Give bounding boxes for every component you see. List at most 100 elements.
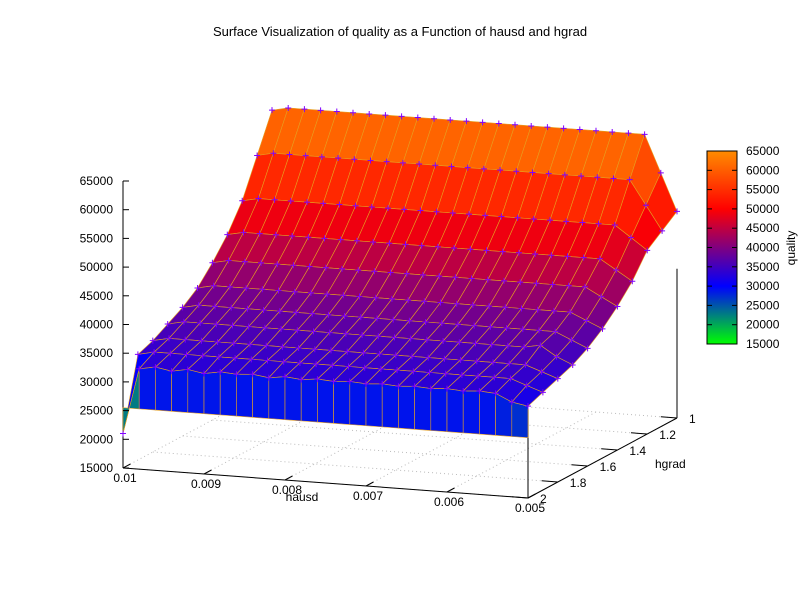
data-point: [613, 267, 620, 274]
data-point: [339, 265, 345, 272]
y-tick-label: 2: [540, 492, 547, 506]
data-point: [386, 240, 393, 247]
y-tick-label: 1.2: [659, 428, 676, 442]
data-point: [314, 376, 321, 383]
data-point: [270, 150, 277, 157]
data-point: [241, 258, 248, 265]
chart-title: Surface Visualization of quality as a Fu…: [213, 24, 587, 39]
surface-wall-facet: [446, 388, 464, 434]
data-point: [533, 280, 540, 287]
data-point: [330, 378, 337, 385]
data-point: [514, 214, 521, 221]
data-point: [357, 314, 364, 321]
data-point: [568, 336, 575, 343]
data-point: [503, 324, 510, 331]
data-point: [512, 121, 518, 128]
y-axis-ticks: 1 1.2 1.4 1.6 1.8 2: [511, 412, 696, 506]
data-point: [335, 155, 342, 162]
colorbar-tick-label: 20000: [746, 318, 780, 332]
z-tick-label: 20000: [80, 432, 114, 446]
data-point: [136, 365, 143, 372]
data-point: [350, 109, 356, 116]
data-point: [411, 383, 418, 390]
y-tick-mark: [660, 416, 678, 419]
data-point: [329, 362, 336, 369]
y-tick-mark: [601, 448, 618, 451]
colorbar-tick-label: 30000: [746, 279, 780, 293]
data-point: [368, 203, 375, 210]
data-point: [182, 336, 189, 343]
z-tick-label: 50000: [80, 260, 114, 274]
data-point: [537, 342, 544, 349]
data-point: [298, 376, 305, 383]
data-point: [480, 165, 487, 172]
data-point: [529, 169, 536, 176]
x-tick-mark: [527, 493, 536, 499]
data-point: [214, 339, 221, 345]
data-point: [416, 161, 423, 168]
x-axis-ticks: 0.01 0.009 0.008 0.007 0.006 0.005: [113, 463, 545, 515]
data-point: [240, 229, 247, 236]
data-point: [444, 385, 450, 392]
data-point: [421, 298, 428, 305]
y-tick-mark: [511, 496, 529, 499]
data-point: [371, 268, 378, 275]
data-point: [212, 303, 218, 310]
data-point: [580, 254, 587, 261]
data-point: [498, 213, 505, 220]
surface-wall-facet: [187, 369, 205, 415]
data-point: [513, 168, 520, 175]
data-point: [492, 390, 499, 397]
data-point: [228, 304, 235, 311]
data-point: [353, 237, 360, 244]
data-point: [447, 116, 454, 123]
data-point: [534, 306, 541, 313]
data-point: [473, 358, 480, 365]
data-point: [564, 253, 571, 260]
data-point: [336, 201, 343, 208]
data-point: [596, 255, 603, 262]
data-point: [120, 430, 126, 437]
data-point: [452, 274, 459, 281]
data-point: [629, 278, 636, 285]
data-point: [522, 361, 529, 368]
data-point: [376, 351, 383, 357]
data-point: [453, 300, 460, 307]
data-point: [560, 125, 567, 132]
data-point: [403, 270, 410, 277]
data-point: [554, 375, 561, 382]
data-point: [370, 238, 377, 245]
y-axis-label: hgrad: [655, 457, 686, 471]
data-point: [224, 231, 231, 238]
data-point: [547, 217, 553, 224]
data-point: [248, 356, 255, 363]
data-point: [225, 257, 232, 264]
data-point: [345, 363, 352, 370]
data-point: [525, 403, 531, 410]
data-point: [499, 248, 506, 255]
x-tick-mark: [446, 487, 455, 493]
data-point: [367, 157, 374, 164]
surface-wall-facet: [511, 401, 529, 439]
data-point: [333, 108, 340, 115]
data-point: [399, 159, 406, 166]
surface-wall-facet: [479, 390, 496, 436]
colorbar-tick-label: 60000: [746, 163, 780, 177]
data-point: [436, 273, 443, 280]
data-markers: [120, 104, 680, 437]
data-point: [301, 106, 308, 113]
surface-wall-facet: [381, 383, 399, 429]
x-tick-label: 0.01: [113, 471, 137, 485]
data-point: [379, 380, 386, 387]
data-point: [457, 357, 464, 363]
colorbar-tick-label: 45000: [746, 221, 780, 235]
data-point: [674, 208, 680, 215]
surface-wall-facet: [219, 371, 237, 417]
data-point: [442, 370, 449, 377]
data-point: [644, 247, 651, 254]
data-point: [294, 327, 301, 334]
data-point: [278, 325, 285, 332]
data-point: [420, 271, 426, 278]
data-point: [356, 293, 363, 300]
